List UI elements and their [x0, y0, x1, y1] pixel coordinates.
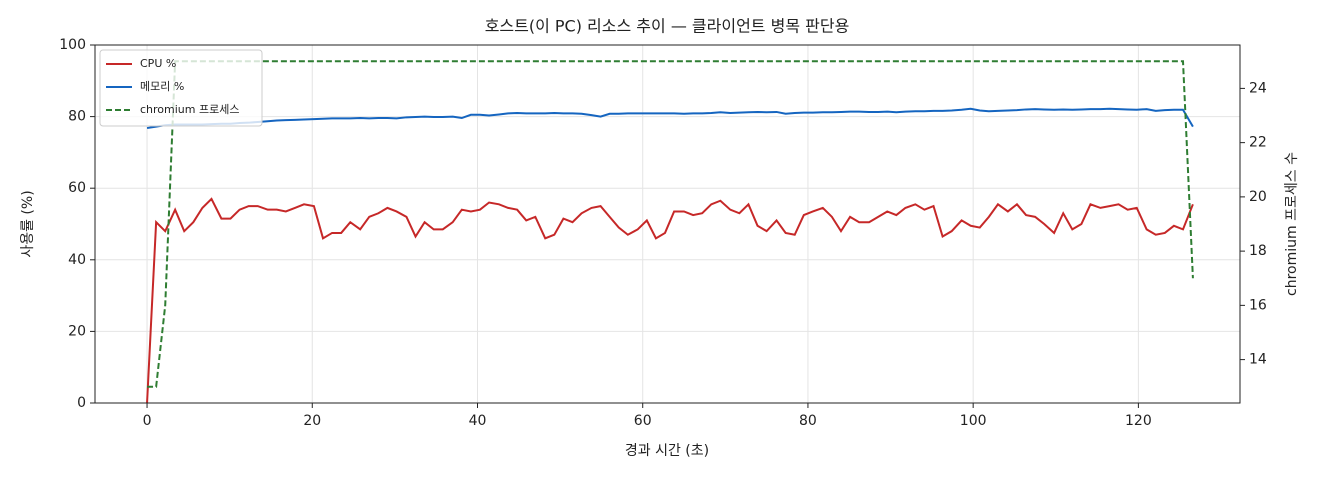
data-line: [146, 107, 1194, 130]
x-axis-label: 경과 시간 (초): [625, 443, 709, 459]
x-tick-label: 100: [960, 413, 987, 429]
x-tick-label: 60: [634, 413, 652, 429]
legend: CPU % 메모리 % chromium 프로세스: [99, 49, 263, 127]
y2-axis-label: chromium 프로세스 수: [1284, 152, 1300, 296]
y-tick-label: 100: [59, 37, 86, 53]
y2-tick-label: 22: [1249, 135, 1267, 151]
data-line: [147, 60, 1194, 388]
plot-frame: [94, 44, 1241, 404]
legend-label: CPU %: [140, 57, 176, 70]
x-tick-label: 80: [799, 413, 817, 429]
x-tick-label: 20: [303, 413, 321, 429]
x-tick-label: 0: [143, 413, 152, 429]
y2-tick-label: 20: [1249, 189, 1267, 205]
legend-box: [99, 49, 263, 127]
y2-tick-label: 18: [1249, 243, 1267, 259]
chart-title: 호스트(이 PC) 리소스 추이 — 클라이언트 병목 판단용: [485, 17, 850, 36]
legend-label: 메모리 %: [140, 80, 184, 93]
y2-tick-label: 24: [1249, 80, 1267, 96]
y-tick-label: 60: [68, 180, 86, 196]
y-tick-label: 0: [77, 395, 86, 411]
x-tick-label: 120: [1125, 413, 1152, 429]
y2-tick-label: 16: [1249, 297, 1267, 313]
x-tick-label: 40: [469, 413, 487, 429]
y2-tick-label: 14: [1249, 352, 1267, 368]
y-axis-label: 사용률 (%): [20, 190, 36, 257]
y-tick-label: 80: [68, 109, 86, 125]
y-tick-label: 20: [68, 323, 86, 339]
legend-label: chromium 프로세스: [140, 103, 239, 116]
data-line: [146, 197, 1194, 404]
y-tick-label: 40: [68, 252, 86, 268]
